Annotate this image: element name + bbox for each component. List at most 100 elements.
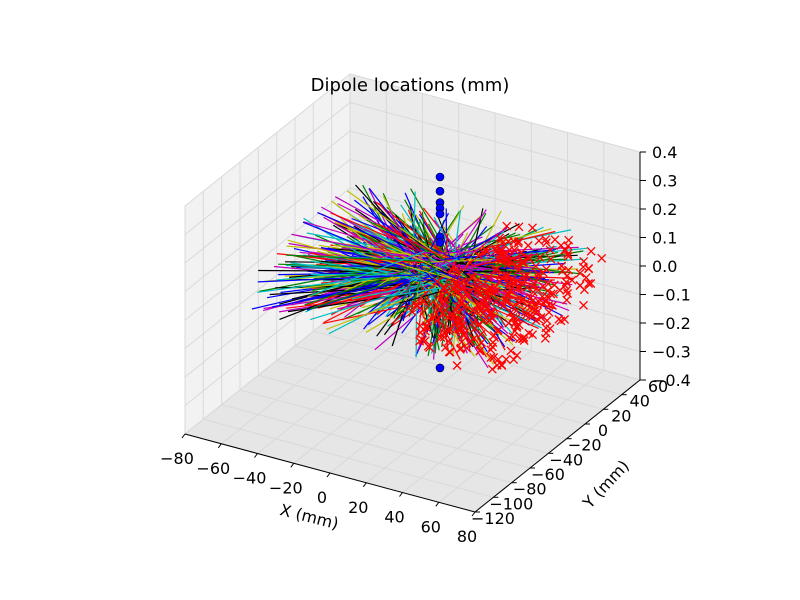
z-tick-label: −0.1 [652, 286, 691, 305]
x-marker [460, 328, 470, 338]
x-marker [412, 301, 422, 310]
x-marker [432, 276, 442, 286]
x-marker [436, 333, 446, 343]
x-marker [522, 282, 532, 292]
x-marker [418, 335, 428, 345]
x-marker [543, 286, 553, 296]
y-tick-label: 20 [611, 406, 631, 425]
x-marker [478, 308, 488, 318]
x-marker [516, 283, 525, 292]
x-marker [433, 315, 443, 325]
grid-x-floor [257, 321, 423, 454]
x-marker [489, 353, 499, 362]
x-marker [508, 301, 518, 311]
x-marker [544, 307, 554, 317]
x-marker [564, 235, 574, 245]
grid-x-floor [365, 350, 532, 484]
x-marker [514, 298, 524, 307]
grid-y-floor [258, 374, 549, 454]
x-marker [468, 318, 478, 328]
grid-x-floor [402, 360, 568, 493]
x-marker [508, 312, 518, 322]
x-marker [478, 298, 488, 307]
x-marker [542, 316, 552, 326]
dipole-segment [428, 259, 493, 263]
x-marker [493, 326, 503, 336]
tick-labels: −80−60−40−20020406080−120−100−80−60−40−2… [160, 143, 691, 546]
x-marker [475, 345, 485, 355]
dipole-segment [275, 283, 440, 289]
x-marker [491, 297, 501, 306]
x-marker [546, 254, 556, 264]
x-marker [597, 253, 607, 263]
grid-y-floor [276, 360, 567, 440]
z-tick-label: −0.3 [652, 343, 691, 362]
x-marker [470, 323, 480, 333]
x-marker [545, 245, 555, 255]
x-marker [455, 344, 465, 354]
x-marker [472, 306, 481, 316]
z-tick-label: 0.2 [652, 200, 677, 219]
x-marker [510, 326, 520, 336]
dipole-segment [351, 275, 462, 300]
y-tick-label: 40 [630, 392, 650, 411]
x-tick-label: 80 [457, 527, 477, 546]
x-marker [479, 248, 489, 257]
x-marker [504, 256, 513, 266]
x-marker [567, 275, 577, 285]
x-marker [499, 270, 509, 280]
x-marker [473, 285, 483, 295]
x-marker [451, 280, 461, 290]
x-marker [462, 278, 472, 288]
x-marker [484, 283, 494, 293]
grid-z-back [349, 73, 641, 153]
x-marker [519, 332, 529, 342]
x-marker [481, 287, 491, 297]
x-marker [486, 353, 496, 363]
x-marker [584, 279, 594, 288]
x-marker [493, 354, 503, 364]
grid-x-floor [438, 369, 605, 503]
x-marker [562, 295, 572, 305]
x-marker [581, 273, 591, 283]
dot-marker [435, 363, 445, 373]
x-marker [452, 267, 462, 277]
dipole-segment [439, 249, 555, 261]
grid-z-back [349, 159, 641, 238]
x-marker [440, 294, 450, 304]
x-axis-label: X (mm) [278, 500, 341, 533]
dipole-segment [433, 216, 464, 269]
grid-z-left [184, 159, 351, 292]
x-marker [584, 264, 594, 273]
x-tick-label: −20 [269, 478, 303, 497]
dipole-segment [362, 253, 458, 281]
grid-z-left [184, 102, 351, 235]
z-tick-label: 0.1 [652, 229, 677, 248]
dot-marker [435, 186, 445, 196]
x-marker [539, 299, 549, 308]
x-marker [504, 318, 514, 328]
dipole-segment [290, 262, 422, 280]
z-tick-label: −0.2 [652, 314, 691, 333]
x-marker [505, 308, 515, 318]
x-marker [511, 306, 521, 316]
grid-z-left [184, 301, 351, 435]
dot-marker [435, 238, 445, 247]
x-marker [536, 313, 546, 322]
x-tick-mark [471, 511, 476, 517]
x-marker [534, 236, 544, 246]
grid-z-left [184, 187, 351, 321]
dipole-segment [337, 260, 406, 271]
x-marker [439, 328, 449, 338]
x-tick-mark [435, 501, 440, 507]
grid-z-back [349, 130, 641, 210]
x-marker [575, 268, 585, 278]
x-marker [506, 346, 516, 356]
y-tick-label: −40 [549, 450, 583, 469]
x-tick-label: 20 [348, 498, 368, 517]
y-tick-label: −20 [568, 436, 602, 455]
x-marker [586, 246, 596, 256]
x-marker [452, 361, 462, 370]
x-marker [497, 238, 507, 248]
x-marker [495, 233, 505, 243]
